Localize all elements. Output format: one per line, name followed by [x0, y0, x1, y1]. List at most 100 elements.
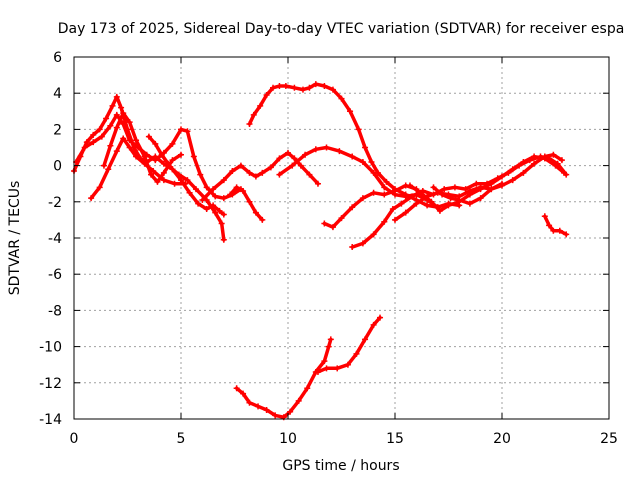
- series-line: [316, 315, 382, 374]
- data-point: [488, 186, 495, 193]
- y-tick-label: -4: [48, 231, 62, 247]
- data-point: [152, 157, 159, 164]
- data-point: [441, 186, 448, 193]
- data-point: [436, 207, 443, 214]
- data-point: [257, 102, 264, 109]
- data-point: [541, 213, 548, 220]
- data-point: [550, 151, 557, 158]
- data-point: [148, 171, 155, 178]
- data-point: [368, 158, 375, 165]
- y-tick-label: 6: [53, 50, 62, 66]
- data-point: [210, 186, 217, 193]
- data-point: [98, 133, 105, 140]
- data-point: [338, 95, 345, 102]
- data-point: [182, 180, 189, 187]
- data-point: [299, 86, 306, 93]
- data-point: [392, 187, 398, 194]
- series-arc-4: [100, 110, 184, 185]
- x-tick-label: 10: [279, 431, 297, 447]
- data-point: [312, 81, 319, 88]
- data-point: [329, 86, 336, 93]
- data-point: [499, 173, 505, 180]
- data-point: [291, 155, 298, 162]
- data-point: [83, 139, 90, 146]
- data-point: [113, 148, 120, 155]
- data-point: [321, 82, 328, 89]
- data-point: [276, 171, 283, 178]
- data-point: [462, 186, 469, 193]
- y-tick-label: -10: [39, 340, 62, 356]
- data-point: [344, 361, 351, 368]
- data-point: [417, 189, 424, 196]
- data-point: [212, 209, 219, 216]
- y-tick-label: 0: [53, 159, 62, 175]
- data-point: [359, 195, 366, 202]
- series-arc-16: [233, 336, 334, 421]
- data-point: [325, 343, 332, 350]
- series-arc-7: [227, 184, 266, 223]
- data-point: [113, 93, 120, 100]
- data-point: [473, 180, 480, 187]
- data-point: [349, 244, 356, 251]
- data-point: [90, 131, 97, 138]
- data-point: [141, 153, 148, 160]
- data-point: [109, 102, 116, 109]
- data-point: [556, 227, 563, 234]
- data-point: [197, 171, 204, 178]
- data-point: [237, 162, 244, 169]
- data-point: [252, 173, 259, 180]
- data-point: [175, 171, 182, 178]
- data-point: [430, 184, 437, 191]
- data-point: [145, 133, 152, 140]
- data-point: [120, 135, 127, 142]
- data-point: [381, 191, 388, 198]
- data-point: [520, 169, 527, 176]
- data-point: [178, 151, 184, 158]
- data-point: [126, 137, 133, 144]
- x-tick-label: 5: [177, 431, 186, 447]
- data-point: [314, 368, 321, 375]
- x-tick-label: 25: [600, 431, 618, 447]
- series-line: [234, 337, 333, 419]
- data-point: [563, 231, 570, 238]
- data-point: [178, 126, 184, 133]
- data-point: [398, 200, 405, 207]
- x-tick-label: 20: [493, 431, 511, 447]
- data-point: [126, 119, 133, 126]
- data-point: [546, 222, 553, 229]
- data-point: [456, 196, 463, 203]
- data-point: [370, 321, 377, 328]
- data-point: [88, 195, 95, 202]
- data-point: [347, 108, 354, 115]
- data-point: [359, 158, 366, 165]
- data-point: [160, 177, 167, 184]
- data-point: [321, 220, 328, 227]
- y-tick-label: -6: [48, 267, 62, 283]
- data-point: [282, 82, 289, 89]
- data-point: [233, 385, 240, 392]
- series-arc-8: [246, 81, 441, 211]
- y-tick-label: -8: [48, 303, 62, 319]
- data-point: [246, 198, 253, 205]
- data-point: [377, 314, 384, 321]
- data-point: [329, 224, 336, 231]
- series-arc-14: [430, 180, 505, 207]
- data-point: [259, 169, 266, 176]
- data-point: [392, 216, 398, 223]
- data-point: [306, 171, 313, 178]
- data-point: [402, 193, 409, 200]
- data-point: [184, 128, 191, 135]
- data-point: [107, 142, 114, 149]
- y-tick-label: -2: [48, 195, 62, 211]
- data-point: [259, 216, 266, 223]
- data-point: [402, 209, 409, 216]
- data-point: [409, 193, 416, 200]
- data-point: [302, 151, 309, 158]
- data-point: [336, 148, 343, 155]
- data-point: [334, 365, 341, 372]
- data-point: [96, 184, 103, 191]
- data-point: [165, 160, 172, 167]
- data-point: [270, 84, 277, 91]
- x-tick-label: 15: [386, 431, 404, 447]
